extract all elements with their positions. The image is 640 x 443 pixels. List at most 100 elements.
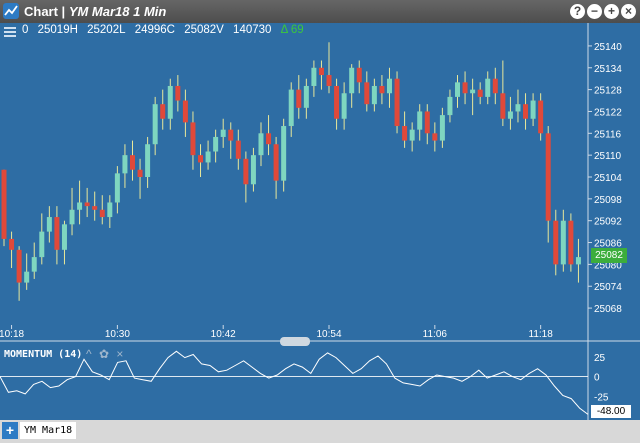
candle-body xyxy=(167,85,173,119)
candle-body xyxy=(523,104,529,119)
candle-body xyxy=(129,155,135,170)
x-tick-label: 10:54 xyxy=(316,329,341,340)
candle-body xyxy=(198,155,204,163)
interval-value: 0 xyxy=(22,24,29,36)
chart-area[interactable]: 25140 25134 25128 25122 25116 25110 25104 25098… xyxy=(0,23,640,420)
symbol-tab[interactable]: YM Mar18 xyxy=(20,422,77,439)
candle-body xyxy=(470,89,476,94)
minimize-button[interactable]: − xyxy=(587,4,602,19)
candle-body xyxy=(507,111,513,119)
candle-body xyxy=(318,67,324,76)
window-title-prefix: Chart | xyxy=(24,4,69,19)
candle-body xyxy=(220,129,226,137)
window-title: Chart | YM Mar18 1 Min xyxy=(24,4,166,19)
y-tick-label: 25104 xyxy=(594,173,622,184)
candle-body xyxy=(349,67,355,94)
candle-body xyxy=(303,85,309,108)
candle-body xyxy=(568,220,574,265)
x-tick-label: 11:06 xyxy=(423,329,448,340)
candle-body xyxy=(447,96,453,116)
y-tick-label: 25116 xyxy=(594,129,622,140)
collapse-panel-icon[interactable]: ^ xyxy=(86,347,92,361)
candle-body xyxy=(462,82,468,94)
symbol-bar: + YM Mar18 xyxy=(0,420,640,443)
candle-body xyxy=(114,173,120,203)
high-value: 25019H xyxy=(37,24,78,36)
candle-body xyxy=(530,100,536,119)
candle-body xyxy=(54,217,60,250)
candle-body xyxy=(122,155,128,174)
candle-body xyxy=(273,144,279,181)
settings-panel-icon[interactable]: ✿ xyxy=(98,347,110,361)
momentum-y-tick-label: 25 xyxy=(594,353,606,364)
momentum-title: MOMENTUM (14) xyxy=(4,349,83,360)
candle-body xyxy=(364,82,370,105)
candle-body xyxy=(402,126,408,141)
add-symbol-button[interactable]: + xyxy=(2,422,18,439)
candle-body xyxy=(250,155,256,185)
maximize-button[interactable]: + xyxy=(604,4,619,19)
candle-body xyxy=(356,67,362,83)
candle-body xyxy=(455,82,461,97)
candle-body xyxy=(235,140,241,159)
low-value: 25202L xyxy=(87,24,126,36)
candle-body xyxy=(258,133,264,156)
candle-body xyxy=(31,257,37,272)
window-titlebar: Chart | YM Mar18 1 Min ? − + × xyxy=(0,0,640,23)
candle-body xyxy=(379,85,385,94)
timeline-scroll-handle[interactable] xyxy=(280,337,310,346)
candle-body xyxy=(371,85,377,105)
candle-body xyxy=(409,129,415,141)
remove-panel-icon[interactable]: × xyxy=(116,347,124,361)
candle-body xyxy=(137,169,143,177)
candle-body xyxy=(538,100,544,134)
candle-body xyxy=(228,129,234,141)
candle-body xyxy=(575,257,581,265)
candle-body xyxy=(213,136,219,152)
momentum-panel-tools: ^ ✿ × xyxy=(86,347,127,361)
change-value: Δ 69 xyxy=(280,24,304,36)
candle-body xyxy=(107,202,113,218)
candle-body xyxy=(500,93,506,119)
candle-body xyxy=(243,158,249,185)
candle-body xyxy=(175,85,181,101)
x-tick-label: 11:18 xyxy=(529,329,554,340)
y-tick-label: 25086 xyxy=(594,239,622,250)
candle-body xyxy=(417,111,423,130)
candle-body xyxy=(152,104,158,145)
y-tick-label: 25110 xyxy=(594,151,622,162)
candle-body xyxy=(492,78,498,94)
candle-body xyxy=(1,169,7,239)
candle-body xyxy=(311,67,317,86)
candle-body xyxy=(326,75,332,86)
last-price-badge: 25082 xyxy=(591,248,627,263)
y-tick-label: 25134 xyxy=(594,64,622,75)
candle-body xyxy=(24,271,30,283)
candle-body xyxy=(334,85,340,119)
candle-body xyxy=(190,122,196,156)
menu-icon[interactable] xyxy=(4,27,16,37)
candle-body xyxy=(77,202,83,210)
candle-body xyxy=(182,100,188,123)
candle-body xyxy=(288,89,294,127)
help-button[interactable]: ? xyxy=(570,4,585,19)
momentum-y-tick-label: 0 xyxy=(594,373,600,384)
candle-body xyxy=(560,220,566,265)
candle-body xyxy=(84,202,90,207)
candle-body xyxy=(39,231,45,258)
candle-body xyxy=(69,209,75,225)
last-value: 25082V xyxy=(184,24,224,36)
x-tick-label: 10:18 xyxy=(0,329,25,340)
chart-app-icon xyxy=(3,3,19,19)
candle-body xyxy=(61,224,67,250)
candle-body xyxy=(92,206,98,210)
candle-body xyxy=(16,249,22,283)
x-tick-label: 10:42 xyxy=(211,329,236,340)
y-tick-label: 25122 xyxy=(594,107,622,118)
momentum-y-tick-label: -25 xyxy=(594,392,609,403)
close-button[interactable]: × xyxy=(621,4,636,19)
candle-body xyxy=(515,104,521,112)
price-chart[interactable]: 25140 25134 25128 25122 25116 25110 25104 25098… xyxy=(0,23,640,420)
candle-body xyxy=(296,89,302,108)
momentum-value-badge: -48.00 xyxy=(591,405,631,418)
